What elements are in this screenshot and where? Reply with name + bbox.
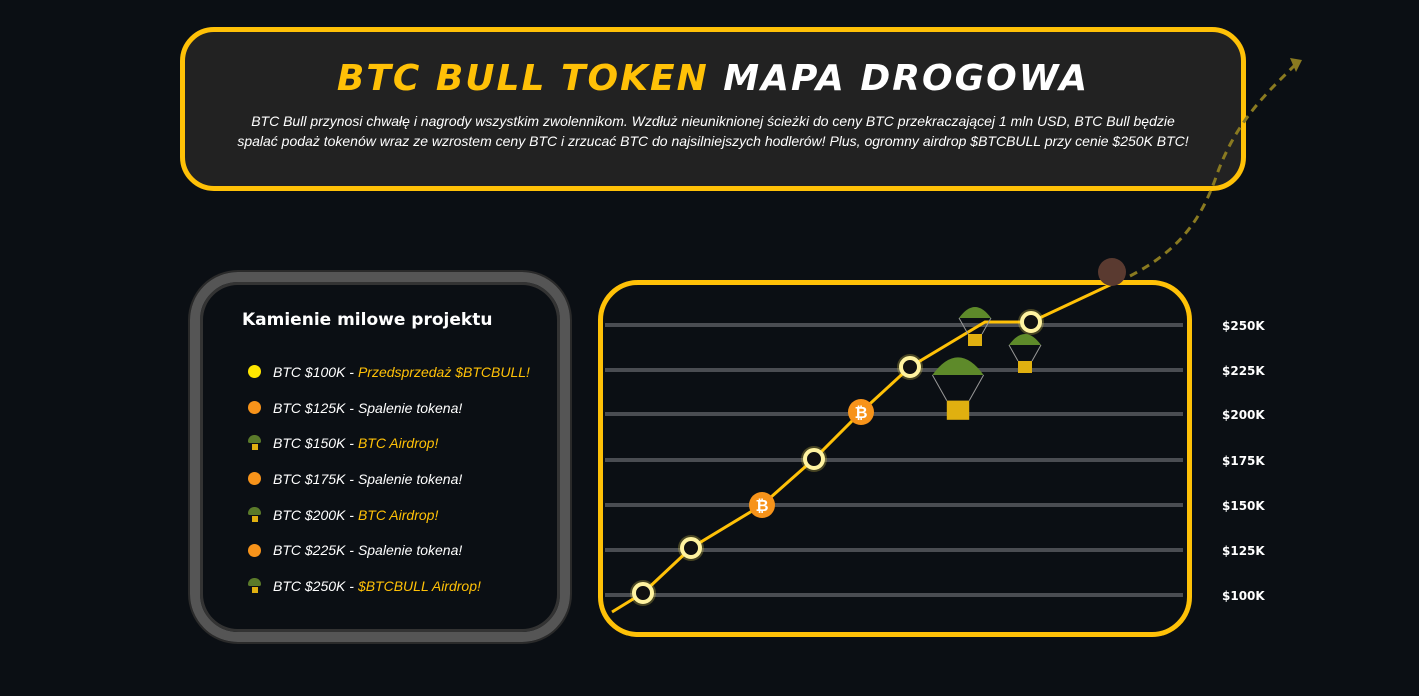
milestone-item: BTC $100K - Przedsprzedaż $BTCBULL! — [248, 354, 530, 390]
milestone-event: BTC Airdrop! — [357, 435, 439, 452]
milestone-event: $BTCBULL Airdrop! — [357, 577, 481, 594]
milestone-price: BTC $125K - — [273, 399, 354, 416]
milestone-item: BTC $250K - $BTCBULL Airdrop! — [248, 568, 530, 604]
milestone-event: Spalenie tokena! — [357, 542, 463, 559]
roadmap-chart-frame — [598, 280, 1192, 637]
roadmap-header: BTC BULL TOKEN MAPA DROGOWA BTC Bull prz… — [180, 27, 1246, 191]
dashed-path — [1129, 60, 1300, 278]
parachute-strings — [958, 317, 992, 335]
price-level-label: $225K — [1222, 364, 1265, 378]
orange-dot-icon — [248, 401, 261, 415]
parachute-strings — [1008, 344, 1042, 362]
parachute-icon — [1009, 334, 1041, 345]
page-title: BTC BULL TOKEN MAPA DROGOWA — [336, 58, 1090, 99]
bitcoin-icon — [749, 492, 775, 518]
price-level-label: $150K — [1222, 499, 1265, 513]
price-level-label: $250K — [1222, 319, 1265, 333]
parachute-icon — [248, 506, 261, 523]
crate-icon — [946, 400, 970, 420]
price-level-label: $125K — [1222, 544, 1265, 558]
yellow-dot-icon — [248, 365, 261, 379]
milestone-item: BTC $225K - Spalenie tokena! — [248, 532, 530, 568]
milestone-price: BTC $175K - — [273, 470, 354, 487]
milestones-title: Kamienie milowe projektu — [242, 310, 493, 330]
milestone-node — [632, 582, 654, 604]
milestone-node — [803, 448, 825, 470]
crate-icon — [1018, 361, 1032, 373]
arrow-head-icon — [1290, 58, 1302, 72]
path-line — [611, 282, 1113, 614]
bitcoin-icon — [848, 399, 874, 425]
price-level-label: $175K — [1222, 454, 1265, 468]
price-level-label: $100K — [1222, 589, 1265, 603]
bitcoin-symbol: ₿ — [854, 403, 867, 422]
milestone-price: BTC $250K - — [273, 577, 354, 594]
milestone-event: Spalenie tokena! — [357, 470, 463, 487]
bitcoin-symbol: ₿ — [755, 496, 768, 515]
milestone-price: BTC $225K - — [273, 542, 354, 559]
milestone-price: BTC $100K - — [273, 363, 354, 380]
parachute-icon — [959, 307, 991, 318]
bull-mascot-icon — [1098, 258, 1126, 286]
barbed-wire-frame — [190, 272, 570, 642]
orange-dot-icon — [248, 543, 261, 557]
milestone-item: BTC $150K - BTC Airdrop! — [248, 425, 530, 461]
milestone-event: Spalenie tokena! — [357, 399, 463, 416]
milestone-node — [899, 356, 921, 378]
milestone-item: BTC $125K - Spalenie tokena! — [248, 390, 530, 426]
parachute-strings — [931, 374, 985, 401]
orange-dot-icon — [248, 472, 261, 486]
parachute-icon — [248, 435, 261, 451]
parachute-icon — [932, 357, 984, 375]
milestone-item: BTC $175K - Spalenie tokena! — [248, 461, 530, 497]
crate-icon — [968, 334, 982, 346]
milestone-event: BTC Airdrop! — [357, 506, 439, 523]
roadmap-description: BTC Bull przynosi chwałę i nagrody wszys… — [237, 113, 1189, 149]
milestones-list: BTC $100K - Przedsprzedaż $BTCBULL! BTC $1… — [248, 354, 530, 604]
parachute-icon — [248, 577, 261, 594]
milestone-price: BTC $150K - — [273, 435, 354, 452]
milestone-event: Przedsprzedaż $BTCBULL! — [357, 363, 530, 380]
milestone-price: BTC $200K - — [273, 506, 354, 523]
milestone-item: BTC $200K - BTC Airdrop! — [248, 497, 530, 533]
price-level-label: $200K — [1222, 408, 1265, 422]
milestone-node — [1020, 311, 1042, 333]
milestone-node — [680, 537, 702, 559]
